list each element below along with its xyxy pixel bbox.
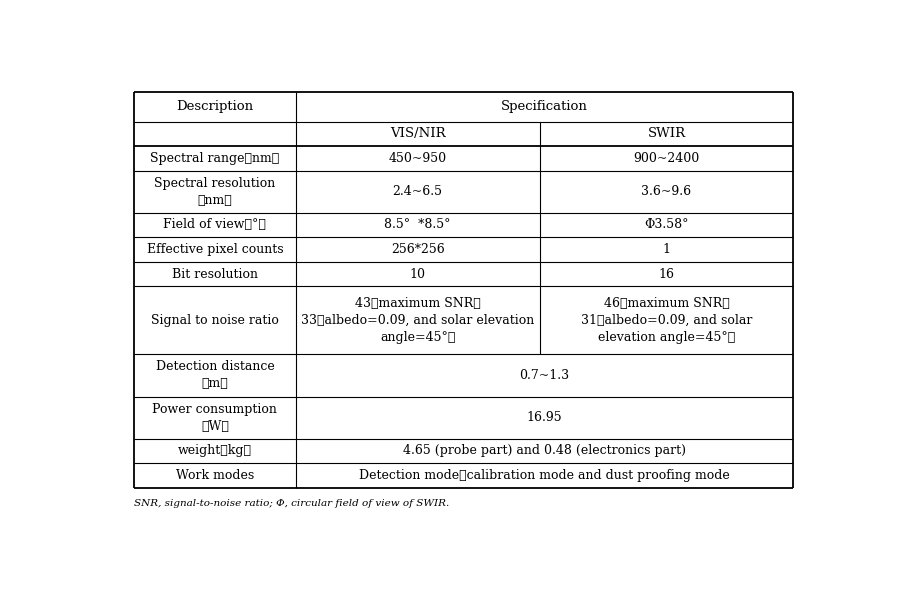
Text: 10: 10 bbox=[410, 267, 425, 281]
Text: SNR, signal-to-noise ratio; Φ, circular field of view of SWIR.: SNR, signal-to-noise ratio; Φ, circular … bbox=[134, 499, 450, 508]
Text: Description: Description bbox=[176, 100, 253, 113]
Text: 2.4~6.5: 2.4~6.5 bbox=[393, 185, 443, 198]
Text: 256*256: 256*256 bbox=[391, 243, 444, 256]
Text: Signal to noise ratio: Signal to noise ratio bbox=[151, 314, 279, 327]
Text: VIS/NIR: VIS/NIR bbox=[390, 127, 445, 140]
Text: Power consumption
（W）: Power consumption （W） bbox=[152, 402, 277, 433]
Text: weight（kg）: weight（kg） bbox=[178, 444, 252, 457]
Text: 900~2400: 900~2400 bbox=[634, 152, 700, 165]
Text: 3.6~9.6: 3.6~9.6 bbox=[642, 185, 691, 198]
Text: Detection distance
（m）: Detection distance （m） bbox=[156, 361, 274, 390]
Text: Work modes: Work modes bbox=[176, 469, 254, 482]
Text: Spectral resolution
（nm）: Spectral resolution （nm） bbox=[155, 177, 275, 207]
Text: Bit resolution: Bit resolution bbox=[172, 267, 258, 281]
Text: Spectral range（nm）: Spectral range（nm） bbox=[150, 152, 280, 165]
Text: 8.5°  *8.5°: 8.5° *8.5° bbox=[385, 219, 451, 232]
Text: Detection mode、calibration mode and dust proofing mode: Detection mode、calibration mode and dust… bbox=[359, 469, 730, 482]
Text: Φ3.58°: Φ3.58° bbox=[644, 219, 689, 232]
Text: 16: 16 bbox=[659, 267, 674, 281]
Text: Specification: Specification bbox=[501, 100, 588, 113]
Text: 4.65 (probe part) and 0.48 (electronics part): 4.65 (probe part) and 0.48 (electronics … bbox=[403, 444, 686, 457]
Text: Effective pixel counts: Effective pixel counts bbox=[147, 243, 283, 256]
Text: 1: 1 bbox=[662, 243, 671, 256]
Text: 450~950: 450~950 bbox=[388, 152, 447, 165]
Text: SWIR: SWIR bbox=[647, 127, 686, 140]
Text: 46（maximum SNR）
31（albedo=0.09, and solar
elevation angle=45°）: 46（maximum SNR） 31（albedo=0.09, and sola… bbox=[581, 297, 752, 344]
Text: 16.95: 16.95 bbox=[527, 411, 562, 424]
Text: 43（maximum SNR）
33（albedo=0.09, and solar elevation
angle=45°）: 43（maximum SNR） 33（albedo=0.09, and sola… bbox=[301, 297, 534, 344]
Text: Field of view（°）: Field of view（°） bbox=[164, 219, 266, 232]
Text: 0.7~1.3: 0.7~1.3 bbox=[519, 369, 569, 382]
